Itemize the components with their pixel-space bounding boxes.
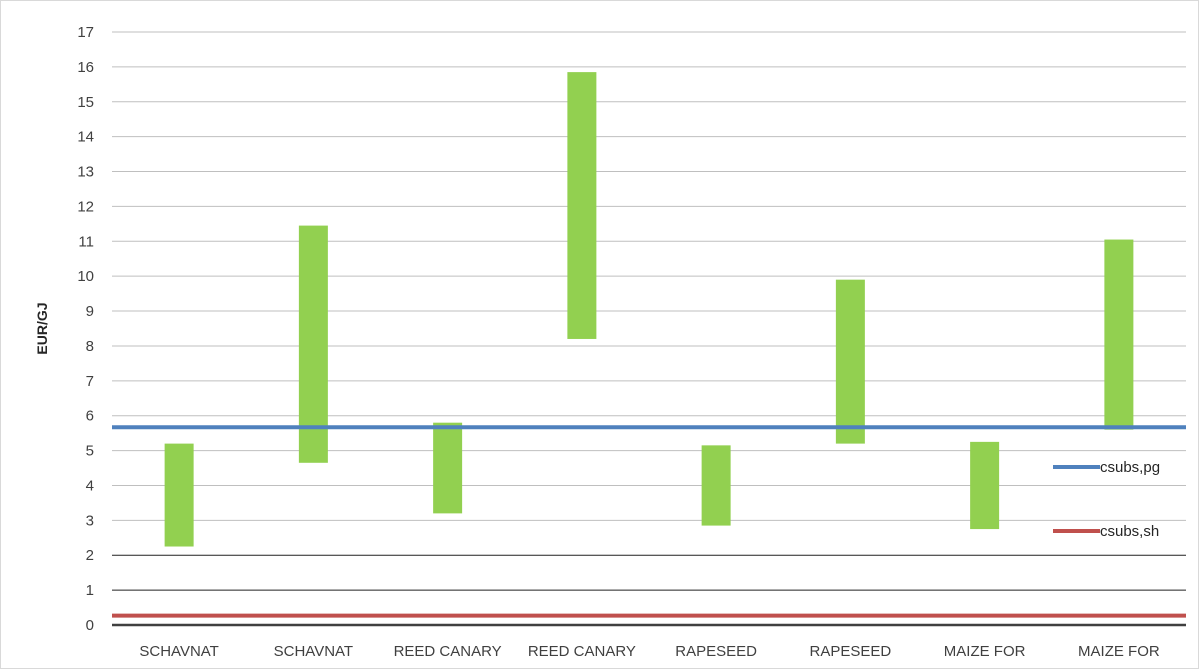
y-tick-label: 8 (86, 338, 94, 355)
y-tick-label: 5 (86, 443, 94, 460)
legend-label: csubs,pg (1100, 459, 1160, 476)
range-bar (970, 441, 1000, 530)
y-tick-label: 3 (86, 512, 94, 529)
y-tick-label: 2 (86, 547, 94, 564)
range-bar (701, 445, 731, 526)
y-tick-label: 11 (78, 233, 94, 250)
y-tick-label: 17 (77, 24, 94, 41)
legend-label: csubs,sh (1100, 523, 1159, 540)
range-bar (835, 279, 865, 444)
x-tick-label: REED CANARYGRASS CMIN (394, 643, 502, 669)
y-tick-label: 4 (86, 477, 94, 494)
x-tick-label: RAPESEEDCALT (810, 643, 892, 669)
y-tick-label: 15 (77, 94, 94, 111)
x-tick-label: MAIZE FORGRAIN CMIN (940, 643, 1030, 669)
y-axis-label: EUR/GJ (34, 302, 50, 354)
range-bar (164, 443, 194, 547)
y-tick-label: 1 (86, 582, 94, 599)
y-tick-label: 6 (86, 408, 94, 425)
y-tick-label: 16 (77, 59, 94, 76)
y-tick-label: 0 (86, 617, 94, 634)
range-bar (567, 72, 597, 339)
y-tick-label: 10 (77, 268, 94, 285)
x-tick-label: RAPESEEDCMIN (675, 643, 757, 669)
y-tick-label: 14 (77, 129, 94, 146)
y-tick-label: 12 (77, 198, 94, 215)
x-tick-label: SCHAVNATCMIN (139, 643, 218, 669)
x-tick-label: SCHAVNATCALT (274, 643, 353, 669)
x-tick-label: REED CANARYGRASS CALT (528, 643, 636, 669)
y-tick-label: 13 (77, 164, 94, 181)
y-tick-label: 7 (86, 373, 94, 390)
x-tick-label: MAIZE FORGRAIN CALT (1074, 643, 1163, 669)
range-bar (1104, 239, 1134, 430)
range-bar (433, 422, 463, 514)
y-tick-label: 9 (86, 303, 94, 320)
range-bar (298, 225, 328, 463)
